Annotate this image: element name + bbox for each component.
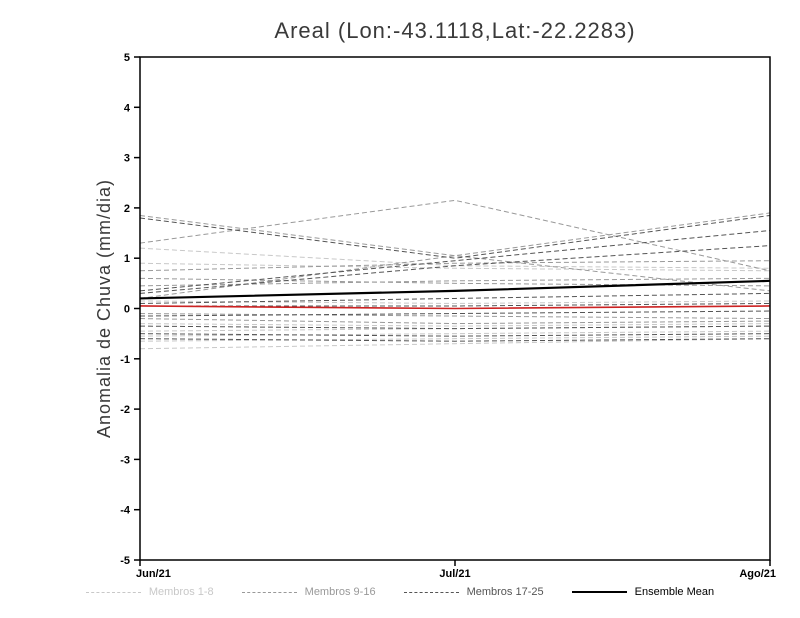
member-line-group-3 <box>139 333 771 337</box>
legend-label: Membros 1-8 <box>148 586 214 598</box>
y-tick-label: 0 <box>124 304 130 316</box>
member-line-group-3 <box>139 325 771 330</box>
legend-label: Ensemble Mean <box>634 586 715 598</box>
y-axis-label: Anomalia de Chuva (mm/dia) <box>94 179 114 438</box>
legend-label: Membros 17-25 <box>466 586 544 598</box>
legend-item: Membros 1-8 <box>85 586 214 598</box>
chart-legend: Membros 1-8 Membros 9-16 Membros 17-25 Ense… <box>0 586 800 598</box>
member-line-group-2 <box>139 260 771 272</box>
member-line-group-1 <box>139 323 771 327</box>
member-line-group-3 <box>139 245 771 294</box>
y-tick-label: 5 <box>124 52 130 64</box>
member-line-group-1 <box>139 330 771 337</box>
x-tick-label: Jun/21 <box>136 568 171 580</box>
member-line-group-2 <box>139 199 771 272</box>
member-line-group-3 <box>139 338 771 342</box>
member-line-group-3 <box>139 292 771 304</box>
y-tick-label: -2 <box>120 404 130 416</box>
member-line-group-2 <box>139 214 771 292</box>
member-line-group-3 <box>140 302 771 307</box>
member-line-group-2 <box>139 212 771 299</box>
member-line-group-3 <box>139 230 771 292</box>
y-tick-label: 1 <box>124 253 130 265</box>
legend-label: Membros 9-16 <box>304 586 376 598</box>
legend-dashed-line-sample <box>241 591 297 593</box>
legend-item: Ensemble Mean <box>571 586 715 598</box>
x-tick-label: Jul/21 <box>439 568 470 580</box>
member-line-group-2 <box>139 318 771 325</box>
y-tick-label: -4 <box>120 505 131 517</box>
member-line-group-1 <box>139 262 771 272</box>
legend-solid-line-sample <box>571 591 627 593</box>
member-line-group-1 <box>139 247 771 269</box>
member-line-group-1 <box>139 338 771 350</box>
reference-line <box>139 305 771 310</box>
member-line-group-2 <box>139 313 771 320</box>
legend-dashed-line-sample <box>403 591 459 593</box>
member-line-group-2 <box>139 277 771 287</box>
y-tick-label: -5 <box>120 555 130 567</box>
x-tick-label: Ago/21 <box>739 568 776 580</box>
y-tick-label: -3 <box>120 454 130 466</box>
member-line-group-1 <box>139 300 771 304</box>
y-tick-label: 4 <box>124 102 131 114</box>
legend-dashed-line-sample <box>85 591 141 593</box>
member-line-group-3 <box>139 310 771 317</box>
legend-item: Membros 9-16 <box>241 586 376 598</box>
chart-title: Areal (Lon:-43.1118,Lat:-22.2283) <box>274 18 636 43</box>
y-tick-label: 2 <box>124 203 130 215</box>
y-tick-label: -1 <box>120 354 130 366</box>
member-line-group-3 <box>139 214 771 259</box>
member-line-group-1 <box>139 335 771 342</box>
legend-item: Membros 17-25 <box>403 586 544 598</box>
ensemble-mean-line <box>139 279 771 300</box>
y-tick-label: 3 <box>124 153 130 165</box>
